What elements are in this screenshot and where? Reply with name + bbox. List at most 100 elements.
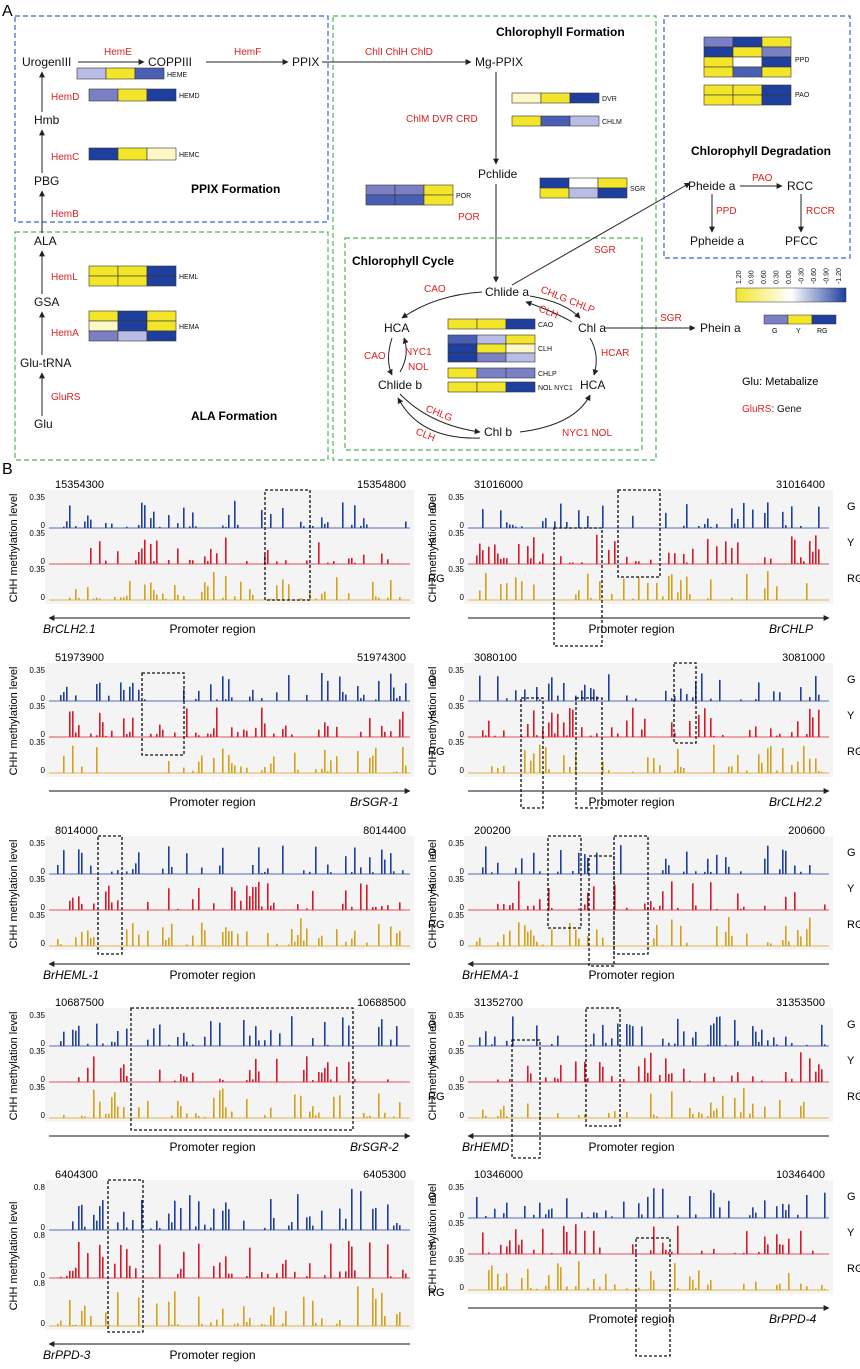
methylation-bar — [375, 596, 377, 600]
methylation-bar — [539, 871, 541, 874]
methylation-bar — [809, 541, 811, 564]
methylation-bar — [536, 1025, 538, 1046]
methylation-bar — [533, 905, 535, 910]
methylation-bar — [599, 581, 601, 600]
methylation-bar — [129, 686, 131, 701]
methylation-bar — [608, 674, 610, 701]
methylation-bar — [168, 1213, 170, 1230]
methylation-bar — [797, 562, 799, 564]
methylation-bar — [752, 1207, 754, 1218]
methylation-bar — [509, 524, 511, 528]
methylation-bar — [578, 1114, 580, 1118]
methylation-bar — [294, 1094, 296, 1118]
methylation-bar — [743, 502, 745, 528]
methylation-bar — [791, 732, 793, 737]
methylation-bar — [75, 526, 77, 528]
methylation-bar — [204, 930, 206, 946]
methylation-bar — [746, 1231, 748, 1254]
methylation-bar — [764, 858, 766, 874]
methylation-bar — [521, 735, 523, 737]
heat-label-chlp: CHLP — [538, 371, 557, 378]
methylation-bar — [794, 892, 796, 910]
methylation-bar — [315, 598, 317, 600]
heat-cell — [117, 147, 148, 161]
methylation-bar — [524, 1205, 526, 1218]
methylation-bar — [99, 712, 101, 737]
methylation-bar — [503, 1286, 505, 1290]
methylation-bar — [806, 1044, 808, 1046]
methylation-bar — [60, 1320, 62, 1326]
methylation-bar — [207, 733, 209, 737]
methylation-bar — [803, 561, 805, 564]
methylation-bar — [653, 938, 655, 946]
track-ylabel: CHH methylation level — [427, 494, 439, 603]
methylation-bar — [99, 1244, 101, 1278]
metabolite-gsa: GSA — [34, 295, 59, 309]
sample-label: G — [847, 1019, 856, 1031]
methylation-bar — [126, 1028, 128, 1046]
methylation-bar — [396, 1223, 398, 1230]
methylation-bar — [99, 541, 101, 564]
methylation-bar — [737, 1072, 739, 1082]
methylation-bar — [713, 1248, 715, 1254]
track-ylabel: CHH methylation level — [8, 840, 20, 949]
methylation-bar — [270, 905, 272, 910]
methylation-bar — [225, 526, 227, 528]
methylation-bar — [402, 870, 404, 874]
methylation-bar — [267, 883, 269, 910]
methylation-bar — [521, 1239, 523, 1254]
methylation-bar — [683, 768, 685, 773]
methylation-bar — [177, 1037, 179, 1046]
methylation-bar — [767, 502, 769, 528]
methylation-bar — [192, 899, 194, 910]
methylation-bar — [231, 1111, 233, 1118]
methylation-bar — [584, 684, 586, 701]
heat-cell — [505, 381, 536, 393]
methylation-bar — [698, 1112, 700, 1118]
methylation-bar — [75, 1324, 77, 1326]
chl-deg-box — [663, 15, 851, 259]
methylation-bar — [485, 735, 487, 737]
arrow-chlideb-chlb — [399, 393, 481, 435]
methylation-bar — [378, 923, 380, 946]
methylation-bar — [650, 1052, 652, 1082]
methylation-bar — [497, 1273, 499, 1290]
methylation-bar — [758, 1041, 760, 1046]
methylation-bar — [264, 767, 266, 773]
methylation-bar — [204, 556, 206, 564]
methylation-bar — [309, 1216, 311, 1230]
methylation-bar — [602, 1024, 604, 1046]
methylation-bar — [713, 1076, 715, 1082]
methylation-bar — [485, 573, 487, 600]
methylation-bar — [668, 1042, 670, 1046]
gene-nyc2: NYC1 NOL — [562, 428, 612, 439]
methylation-bar — [728, 866, 730, 874]
arrow-chlidea-pheidea — [511, 182, 691, 286]
methylation-bar — [641, 1026, 643, 1046]
methylation-bar — [782, 511, 784, 528]
methylation-bar — [728, 1200, 730, 1218]
methylation-bar — [689, 1196, 691, 1218]
methylation-bar — [563, 722, 565, 737]
methylation-bar — [264, 871, 266, 874]
methylation-bar — [138, 525, 140, 528]
heat-cell — [476, 367, 507, 379]
methylation-bar — [99, 1206, 101, 1230]
tick-label: 0 — [460, 1211, 465, 1220]
methylation-bar — [69, 711, 71, 737]
methylation-bar — [785, 525, 787, 528]
methylation-bar — [548, 1275, 550, 1290]
methylation-bar — [327, 522, 329, 528]
methylation-bar — [342, 903, 344, 910]
methylation-bar — [803, 745, 805, 773]
methylation-bar — [785, 925, 787, 946]
scale-tick-label: -0.30 — [799, 268, 806, 284]
methylation-bar — [165, 598, 167, 600]
methylation-bar — [548, 1209, 550, 1218]
methylation-bar — [123, 1211, 125, 1230]
tick-label: 0 — [460, 939, 465, 948]
metabolite-chlb: Chl b — [484, 425, 512, 439]
methylation-bar — [539, 699, 541, 701]
methylation-bar — [545, 518, 547, 528]
